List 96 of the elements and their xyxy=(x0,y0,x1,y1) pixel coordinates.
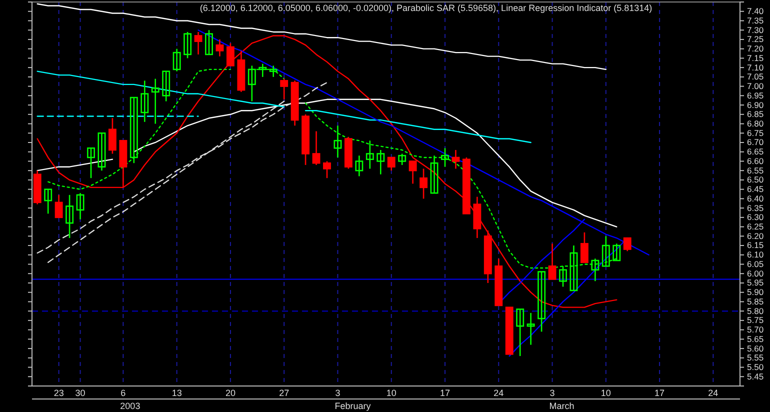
x-tick-label: 24 xyxy=(708,388,718,398)
y-tick-label: 5.45 xyxy=(747,371,764,382)
x-tick-label: 10 xyxy=(386,388,396,398)
candlestick xyxy=(334,124,342,158)
y-tick-label: 6.80 xyxy=(747,118,764,128)
chart-title: (6.12000, 6.12000, 6.05000, 6.06000, -0.02000), Parabolic SAR (5.59658), Linear Regression Indicator (5.81314) xyxy=(200,3,652,13)
text: March xyxy=(549,401,574,411)
y-tick-label: 7.00 xyxy=(747,81,764,92)
x-tick-label: 17 xyxy=(440,388,450,398)
candlestick xyxy=(108,117,116,154)
candlestick xyxy=(66,194,74,239)
x-tick-label: 30 xyxy=(75,388,86,398)
candlestick xyxy=(323,160,331,179)
y-tick-label: 6.15 xyxy=(747,240,764,250)
x-tick-label: 3 xyxy=(550,388,555,398)
candlestick xyxy=(130,96,138,164)
candlestick xyxy=(194,31,202,56)
x-tick-label: 17 xyxy=(654,388,665,398)
y-tick-label: 5.75 xyxy=(747,315,764,326)
candlestick xyxy=(452,149,460,170)
y-tick-label: 6.50 xyxy=(747,174,764,185)
y-tick-label: 7.20 xyxy=(747,44,764,54)
y-tick-label: 5.85 xyxy=(747,296,764,306)
candlestick xyxy=(420,168,428,200)
y-tick-label: 6.40 xyxy=(747,193,764,204)
y-tick-label: 5.55 xyxy=(747,352,764,363)
text: February xyxy=(334,401,372,411)
candlestick xyxy=(441,147,449,168)
y-tick-label: 7.05 xyxy=(747,72,764,82)
y-tick-label: 6.55 xyxy=(747,165,764,176)
x-tick-label: 27 xyxy=(279,388,290,398)
candlestick xyxy=(376,149,385,175)
x-tick-label: 13 xyxy=(172,388,182,398)
candlestick xyxy=(184,31,192,59)
candlestick xyxy=(98,132,106,172)
y-tick-label: 5.50 xyxy=(747,362,764,372)
candlestick xyxy=(366,140,374,170)
x-tick-label: 24 xyxy=(494,388,504,398)
candlestick xyxy=(162,70,170,102)
y-tick-label: 6.65 xyxy=(747,146,764,157)
candlestick xyxy=(151,78,160,124)
candlestick xyxy=(140,80,149,123)
y-tick-label: 7.40 xyxy=(747,6,764,16)
y-tick-label: 6.95 xyxy=(747,90,764,100)
y-tick-label: 6.05 xyxy=(747,258,764,269)
candlestick xyxy=(430,154,438,194)
candlestick xyxy=(408,160,417,184)
candlestick xyxy=(172,48,181,72)
x-tick-label: 10 xyxy=(600,388,611,398)
candlestick xyxy=(280,78,288,100)
y-tick-label: 7.35 xyxy=(747,15,764,26)
x-tick-label: 6 xyxy=(120,388,126,398)
candlestick xyxy=(526,312,535,346)
y-tick-label: 7.25 xyxy=(747,34,764,44)
y-tick-label: 5.80 xyxy=(747,306,764,316)
y-tick-label: 5.70 xyxy=(747,324,764,335)
candlestick xyxy=(580,232,588,264)
y-tick-label: 7.30 xyxy=(747,24,764,35)
candlestick xyxy=(205,29,213,56)
y-tick-label: 5.90 xyxy=(747,287,764,298)
x-tick-label: 23 xyxy=(54,388,64,398)
candlestick xyxy=(312,130,320,166)
candlestick xyxy=(216,38,224,57)
candlestick xyxy=(398,153,406,166)
line-series xyxy=(36,35,618,308)
y-tick-label: 5.65 xyxy=(747,334,764,344)
candlestick xyxy=(87,147,95,179)
candlestick xyxy=(355,154,364,177)
candlestick xyxy=(44,188,52,214)
y-tick-label: 5.95 xyxy=(747,278,764,288)
y-tick-label: 6.45 xyxy=(747,184,764,194)
candlestick xyxy=(226,42,234,66)
candlestick xyxy=(548,242,556,280)
candlestick xyxy=(538,271,546,332)
x-tick-label: 20 xyxy=(225,388,236,398)
y-tick-label: 7.10 xyxy=(747,62,764,72)
y-tick-label: 6.35 xyxy=(747,202,764,213)
y-tick-label: 6.60 xyxy=(747,156,764,166)
candlestick xyxy=(76,192,84,220)
y-tick-label: 6.20 xyxy=(747,230,764,241)
candlestick xyxy=(387,156,396,172)
y-tick-label: 7.15 xyxy=(747,52,764,63)
x-tick-label: 3 xyxy=(335,388,340,398)
y-tick-label: 6.10 xyxy=(747,250,764,260)
y-tick-label: 6.70 xyxy=(747,137,764,148)
y-tick-label: 6.75 xyxy=(747,128,764,138)
candlestick xyxy=(623,237,632,252)
y-tick-label: 6.85 xyxy=(747,109,764,120)
y-tick-label: 6.90 xyxy=(747,100,764,110)
candlestick xyxy=(54,194,63,218)
y-tick-label: 6.25 xyxy=(747,222,764,232)
y-tick-label: 5.60 xyxy=(747,343,764,354)
y-tick-label: 6.00 xyxy=(747,268,764,278)
text: 2003 xyxy=(120,401,140,411)
y-tick-label: 6.30 xyxy=(747,212,764,222)
candlestick xyxy=(516,308,524,357)
